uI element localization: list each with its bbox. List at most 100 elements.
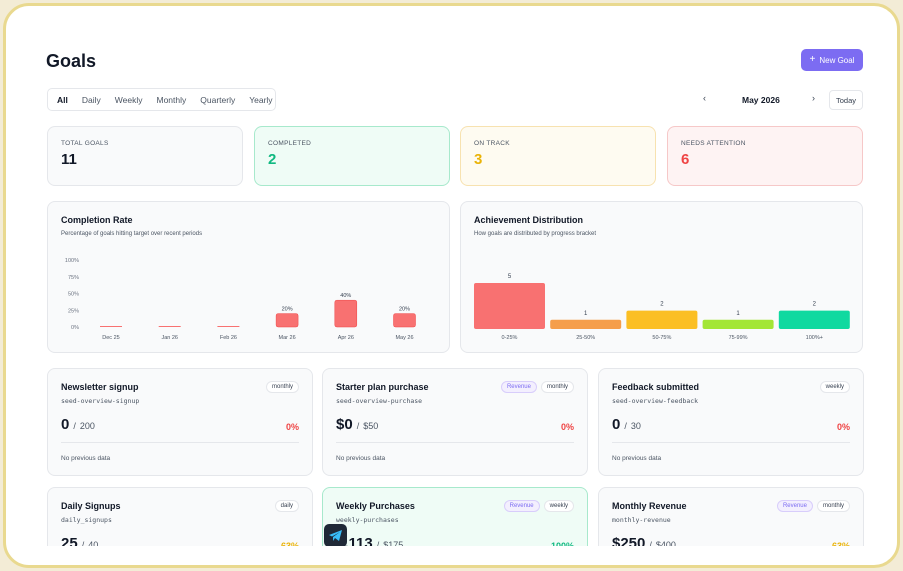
goal-percent: 0% — [836, 422, 850, 432]
stat-value: 6 — [681, 151, 690, 168]
today-button[interactable]: Today — [829, 90, 863, 110]
frequency-badge: weekly — [819, 381, 850, 393]
stat-value: 3 — [474, 151, 483, 168]
bar — [550, 319, 622, 329]
data-label: 40% — [340, 293, 351, 299]
stat-label: ON TRACK — [474, 140, 510, 147]
x-tick-label: Feb 26 — [220, 335, 237, 341]
goal-target-separator: / — [376, 540, 380, 546]
tab-yearly[interactable]: Yearly — [249, 94, 273, 105]
goal-current-value: $0 — [336, 416, 353, 433]
completion-rate-panel: Completion Rate Percentage of goals hitt… — [47, 201, 450, 353]
panel-title: Completion Rate — [61, 215, 133, 225]
frequency-badge: monthly — [265, 381, 299, 393]
bar — [275, 313, 299, 328]
goal-progress: 25 / 40 — [61, 535, 98, 546]
bar — [702, 319, 774, 329]
x-tick-label: Dec 25 — [102, 335, 119, 341]
goal-name: Weekly Purchases — [336, 501, 415, 511]
revenue-badge: Revenue — [503, 500, 540, 512]
goal-progress: $250 / $400 — [612, 535, 676, 546]
goal-target-separator: / — [73, 421, 76, 431]
app-window: Goals + New Goal All Daily Weekly Monthl… — [3, 3, 900, 568]
frequency-badge: monthly — [816, 500, 850, 512]
x-tick-label: Jan 26 — [161, 335, 178, 341]
goal-card[interactable]: Daily Signups daily_signups daily 25 / 4… — [47, 487, 313, 546]
goal-target-separator: / — [649, 540, 652, 546]
panel-title: Achievement Distribution — [474, 215, 584, 225]
tab-quarterly[interactable]: Quarterly — [200, 94, 236, 105]
bar — [217, 326, 240, 327]
goal-card[interactable]: Monthly Revenue monthly-revenue Revenue m… — [598, 487, 864, 546]
goal-name: Feedback submitted — [612, 382, 700, 392]
data-label: 2 — [660, 302, 664, 308]
y-tick-label: 100% — [65, 258, 79, 264]
goal-slug: weekly-purchases — [336, 516, 399, 524]
goal-target-separator: / — [624, 421, 627, 431]
goals-page: Goals + New Goal All Daily Weekly Monthl… — [6, 6, 897, 546]
frequency-badge: daily — [274, 500, 299, 512]
goal-badges: Revenue weekly — [503, 500, 574, 512]
new-goal-button[interactable]: + New Goal — [801, 49, 863, 71]
goal-current-value: 25 — [61, 535, 78, 546]
goal-slug: daily_signups — [61, 516, 112, 524]
goal-target-separator: / — [81, 540, 85, 546]
tab-daily[interactable]: Daily — [81, 94, 101, 105]
bar — [393, 313, 416, 328]
frequency-badge: monthly — [540, 381, 574, 393]
goal-card[interactable]: Feedback submitted seed-overview-feedbac… — [598, 368, 864, 476]
goal-target-value: $175 — [383, 540, 404, 546]
revenue-badge: Revenue — [500, 381, 537, 393]
tab-all[interactable]: All — [57, 94, 68, 105]
goal-slug: seed-overview-feedback — [612, 397, 699, 405]
tab-monthly[interactable]: Monthly — [156, 94, 187, 105]
goal-card[interactable]: Newsletter signup seed-overview-signup m… — [47, 368, 313, 476]
panel-subtitle: Percentage of goals hitting target over … — [61, 231, 203, 237]
telegram-icon[interactable] — [324, 524, 347, 546]
x-tick-label: 75-99% — [729, 335, 748, 341]
goal-name: Monthly Revenue — [612, 501, 687, 511]
bar — [778, 310, 850, 329]
x-tick-label: 0-25% — [502, 335, 518, 341]
goal-target-value: $400 — [655, 540, 676, 546]
goal-progress: $0 / $50 — [336, 416, 378, 433]
divider — [336, 442, 574, 443]
data-label: 1 — [584, 311, 588, 317]
goal-progress: 8,113 / $175 — [336, 535, 403, 546]
y-tick-label: 50% — [68, 292, 79, 298]
goal-card[interactable]: Starter plan purchase seed-overview-purc… — [322, 368, 588, 476]
divider — [612, 442, 850, 443]
bar — [100, 326, 122, 327]
goal-target-value: 30 — [630, 421, 641, 431]
data-label: 2 — [813, 302, 817, 308]
goal-target-value: $50 — [363, 421, 379, 431]
x-tick-label: 100%+ — [806, 335, 823, 341]
y-tick-label: 0% — [71, 325, 79, 331]
data-label: 20% — [399, 307, 410, 313]
goal-name: Daily Signups — [61, 501, 121, 511]
stat-label: TOTAL GOALS — [61, 140, 109, 147]
bar — [158, 326, 181, 327]
goal-badges: Revenue monthly — [500, 381, 574, 393]
goal-current-value: 8,113 — [336, 535, 373, 546]
x-tick-label: Mar 26 — [279, 335, 296, 341]
goal-badges: weekly — [819, 381, 850, 393]
tab-weekly[interactable]: Weekly — [114, 94, 143, 105]
chevron-right-icon[interactable]: › — [812, 93, 815, 103]
stat-value: 2 — [268, 151, 277, 168]
goal-card[interactable]: Weekly Purchases weekly-purchases Revenu… — [322, 487, 588, 546]
goal-badges: monthly — [265, 381, 299, 393]
chevron-left-icon[interactable]: ‹ — [703, 93, 706, 103]
period-label: May 2026 — [742, 95, 780, 105]
stat-label: NEEDS ATTENTION — [681, 140, 746, 147]
frequency-badge: weekly — [543, 500, 574, 512]
x-tick-label: 50-75% — [652, 335, 671, 341]
goal-target-value: 40 — [88, 540, 99, 546]
goal-percent: 0% — [560, 422, 574, 432]
goal-name: Newsletter signup — [61, 382, 139, 392]
bar — [334, 299, 358, 328]
goal-current-value: 0 — [61, 416, 70, 433]
goal-target-value: 200 — [79, 421, 95, 431]
y-tick-label: 75% — [68, 275, 79, 281]
goal-percent: 63% — [831, 541, 850, 546]
